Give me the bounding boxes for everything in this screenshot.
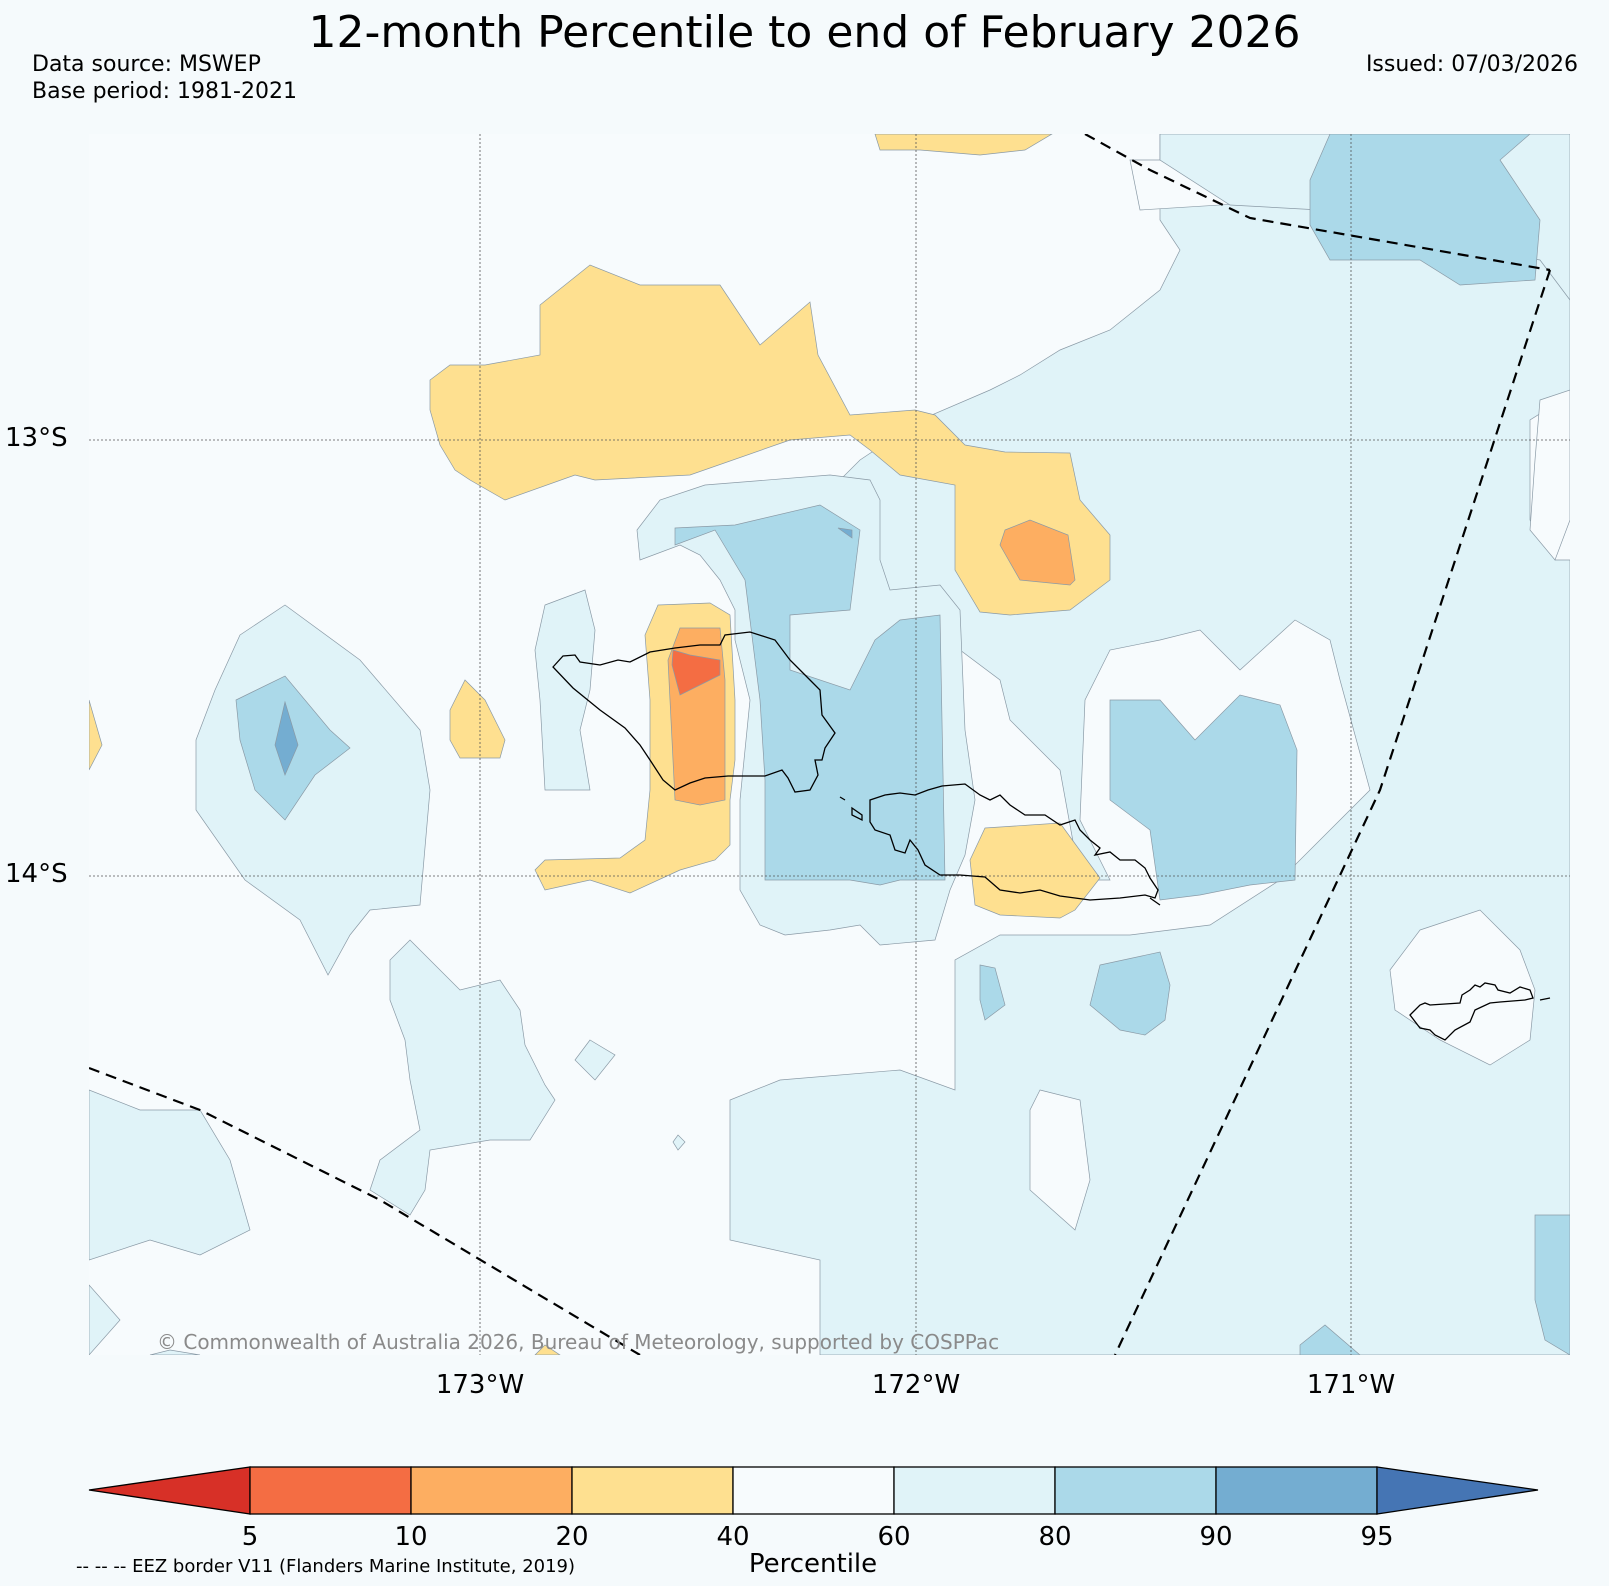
contour-20-40-bottom bbox=[534, 1344, 561, 1355]
colorbar-tick-60: 60 bbox=[877, 1522, 911, 1552]
contour-20-40-top bbox=[874, 134, 1053, 156]
eez-border-note: -- -- -- EEZ border V11 (Flanders Marine… bbox=[76, 1556, 576, 1577]
eez-border-north bbox=[1084, 134, 1551, 272]
colorbar-tick-5: 5 bbox=[241, 1522, 259, 1552]
contour-80-90-bottom bbox=[1299, 1324, 1361, 1355]
contour-60-80-southwest-corner bbox=[89, 1089, 251, 1261]
colorbar-tick-20: 20 bbox=[555, 1522, 589, 1552]
eez-borders bbox=[89, 134, 1552, 1355]
coastline-manono bbox=[851, 806, 863, 822]
colorbar-tick-90: 90 bbox=[1199, 1522, 1233, 1552]
contour-60-80-small-a bbox=[574, 1039, 616, 1081]
contour-60-80-south-west bbox=[369, 939, 556, 1216]
contour-40-60-hole-southeast bbox=[1029, 1089, 1091, 1231]
coastlines bbox=[552, 631, 1551, 1041]
contour-20-40-south-central bbox=[969, 822, 1101, 919]
colorbar bbox=[88, 1466, 1539, 1515]
contour-80-90-northeast bbox=[1309, 134, 1541, 286]
percentile-contours bbox=[89, 134, 1570, 1355]
colorbar-bin-10-20 bbox=[410, 1466, 573, 1515]
lon-label-171w: 171°W bbox=[1306, 1370, 1396, 1400]
colorbar-tick-40: 40 bbox=[716, 1522, 750, 1552]
colorbar-extend-low bbox=[88, 1466, 251, 1515]
coastline-upolu bbox=[869, 783, 1159, 901]
contour-90-95-west bbox=[274, 700, 299, 776]
contour-60-80-small-b bbox=[672, 1134, 686, 1151]
issued-date: Issued: 07/03/2026 bbox=[1365, 52, 1578, 77]
contour-80-90-central bbox=[674, 504, 946, 886]
coastline-tutuila bbox=[1409, 982, 1534, 1041]
contour-40-60-hole-samoa bbox=[1389, 909, 1536, 1066]
coastline-apolima bbox=[839, 796, 846, 801]
coastline-upolu-east-tip bbox=[1149, 897, 1161, 906]
contour-80-90-south-small bbox=[979, 964, 1006, 1021]
coastline-savaii bbox=[552, 631, 836, 793]
contour-60-80-left-island bbox=[534, 589, 596, 791]
contour-60-80-southwest-tip bbox=[89, 1284, 121, 1355]
base-period-text: Base period: 1981-2021 bbox=[32, 79, 297, 104]
contour-80-90-east bbox=[1109, 694, 1298, 901]
graticule bbox=[89, 134, 1570, 1355]
contour-10-20-northeast bbox=[999, 519, 1076, 586]
map-area bbox=[89, 134, 1570, 1355]
contour-60-80-bottom-small bbox=[149, 1349, 201, 1355]
colorbar-tick-95: 95 bbox=[1360, 1522, 1394, 1552]
eez-border-southwest bbox=[89, 1066, 641, 1355]
colorbar-bin-80-90 bbox=[1054, 1466, 1217, 1515]
colorbar-tick-10: 10 bbox=[394, 1522, 428, 1552]
lon-label-173w: 173°W bbox=[435, 1370, 525, 1400]
colorbar-extend-high bbox=[1376, 1466, 1539, 1515]
contour-40-60-hole-far-east bbox=[1529, 389, 1570, 561]
contour-20-40-left-small bbox=[449, 679, 506, 759]
eez-border-east bbox=[1114, 269, 1552, 1355]
lon-label-172w: 172°W bbox=[871, 1370, 961, 1400]
colorbar-bin-90-95 bbox=[1215, 1466, 1378, 1515]
data-source-text: Data source: MSWEP bbox=[32, 52, 261, 77]
contour-80-90-south-east bbox=[1089, 951, 1171, 1036]
contour-5-10-central bbox=[671, 649, 721, 696]
data-info: Data source: MSWEP Base period: 1981-202… bbox=[32, 51, 297, 105]
contour-90-95-central bbox=[837, 527, 853, 539]
colorbar-bin-5-10 bbox=[249, 1466, 412, 1515]
coastline-aunuu bbox=[1539, 997, 1551, 1001]
contour-20-40-left-edge bbox=[89, 699, 103, 771]
colorbar-bin-20-40 bbox=[571, 1466, 734, 1515]
copyright-notice: © Commonwealth of Australia 2026, Bureau… bbox=[157, 1330, 1000, 1354]
colorbar-tick-80: 80 bbox=[1038, 1522, 1072, 1552]
map-title: 12-month Percentile to end of February 2… bbox=[308, 7, 1301, 58]
contour-80-90-far-se bbox=[1534, 1214, 1570, 1355]
lat-label-13s: 13°S bbox=[5, 423, 68, 453]
colorbar-title: Percentile bbox=[748, 1549, 878, 1579]
colorbar-bin-40-60 bbox=[732, 1466, 895, 1515]
lat-label-14s: 14°S bbox=[5, 859, 68, 889]
colorbar-bin-60-80 bbox=[893, 1466, 1056, 1515]
